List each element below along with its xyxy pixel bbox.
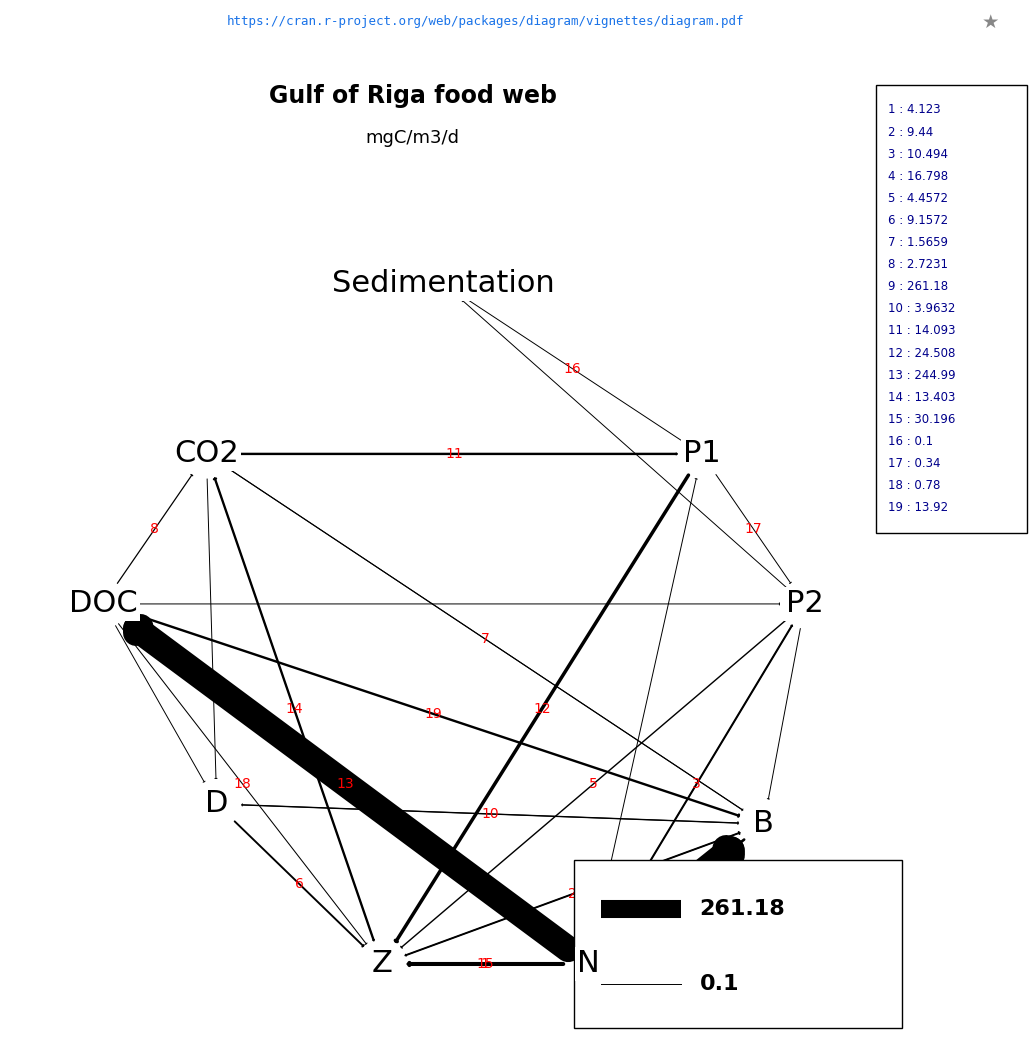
Text: D: D	[205, 789, 228, 818]
Text: 8: 8	[151, 522, 159, 536]
Text: N: N	[577, 949, 600, 978]
Text: Z: Z	[372, 949, 392, 978]
Text: 17 : 0.34: 17 : 0.34	[888, 457, 940, 470]
Text: 13: 13	[336, 777, 355, 791]
FancyBboxPatch shape	[876, 85, 1027, 532]
Text: 11 : 14.093: 11 : 14.093	[888, 325, 955, 337]
Text: 14 : 13.403: 14 : 13.403	[888, 390, 955, 404]
Text: 4: 4	[672, 887, 680, 901]
Text: 16: 16	[563, 362, 582, 376]
Text: mgC/m3/d: mgC/m3/d	[365, 128, 460, 147]
Text: https://cran.r-project.org/web/packages/diagram/vignettes/diagram.pdf: https://cran.r-project.org/web/packages/…	[226, 16, 744, 28]
Text: 18: 18	[233, 777, 252, 791]
Text: DOC: DOC	[69, 590, 137, 618]
Text: 3: 3	[692, 777, 701, 791]
Text: CO2: CO2	[174, 440, 238, 469]
Text: 3 : 10.494: 3 : 10.494	[888, 147, 947, 161]
Text: 4 : 16.798: 4 : 16.798	[888, 170, 947, 183]
Text: 17: 17	[744, 522, 763, 536]
Text: 15: 15	[476, 957, 494, 971]
Text: 10 : 3.9632: 10 : 3.9632	[888, 303, 955, 315]
Text: 14: 14	[285, 702, 303, 716]
Text: 0.1: 0.1	[700, 974, 739, 994]
Text: 261.18: 261.18	[700, 899, 785, 919]
Text: 18 : 0.78: 18 : 0.78	[888, 479, 940, 493]
Text: 13 : 244.99: 13 : 244.99	[888, 369, 956, 382]
Text: 2: 2	[569, 887, 577, 901]
Text: P1: P1	[683, 440, 720, 469]
Text: 11: 11	[445, 447, 463, 460]
Text: 6 : 9.1572: 6 : 9.1572	[888, 214, 947, 227]
Text: 2 : 9.44: 2 : 9.44	[888, 125, 933, 139]
Text: 1: 1	[481, 957, 489, 971]
Text: B: B	[753, 809, 774, 838]
Text: 1 : 4.123: 1 : 4.123	[888, 103, 940, 117]
Text: 10: 10	[481, 807, 499, 821]
Text: 9: 9	[672, 887, 680, 901]
Text: 9 : 261.18: 9 : 261.18	[888, 280, 947, 293]
Text: 19 : 13.92: 19 : 13.92	[888, 501, 947, 515]
Text: 7: 7	[481, 632, 489, 646]
Text: 5 : 4.4572: 5 : 4.4572	[888, 192, 947, 205]
Text: 7 : 1.5659: 7 : 1.5659	[888, 236, 947, 250]
Text: P2: P2	[786, 590, 824, 618]
Text: 12 : 24.508: 12 : 24.508	[888, 347, 955, 359]
Text: 8 : 2.7231: 8 : 2.7231	[888, 258, 947, 271]
Text: 6: 6	[295, 877, 303, 891]
FancyBboxPatch shape	[574, 860, 902, 1028]
Text: 12: 12	[533, 702, 551, 716]
Text: 5: 5	[589, 777, 598, 791]
Text: 15 : 30.196: 15 : 30.196	[888, 413, 955, 426]
Text: Sedimentation: Sedimentation	[332, 269, 555, 299]
Text: 16 : 0.1: 16 : 0.1	[888, 435, 933, 448]
Text: 19: 19	[424, 707, 443, 721]
Text: Gulf of Riga food web: Gulf of Riga food web	[268, 84, 557, 108]
Text: ★: ★	[982, 13, 999, 31]
